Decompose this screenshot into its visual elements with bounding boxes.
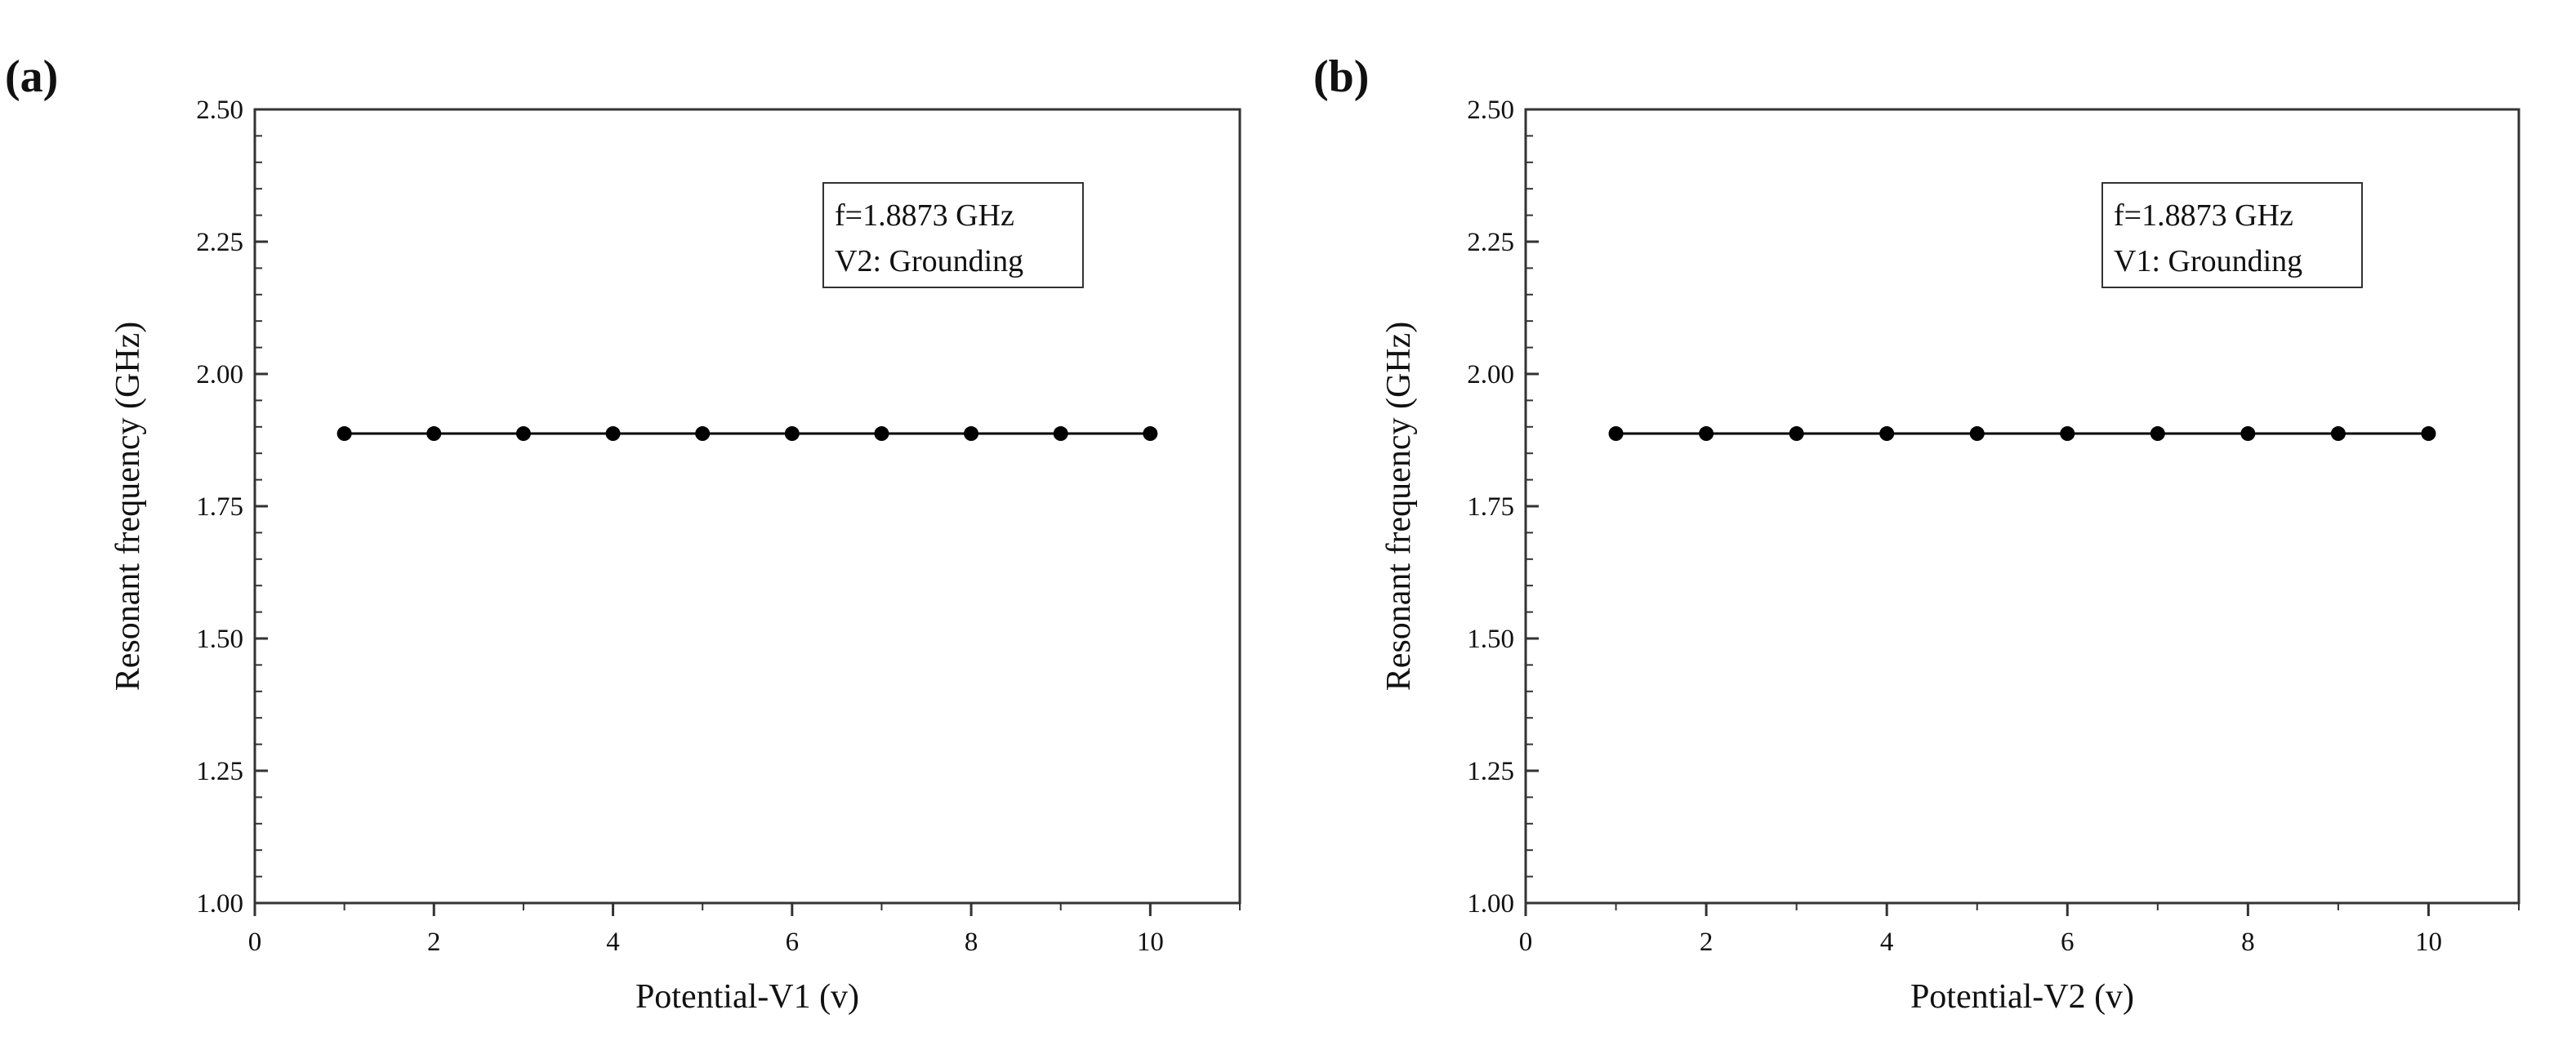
y-tick-label: 1.25 xyxy=(196,757,243,786)
data-point xyxy=(964,426,979,442)
chart-panel-1: (a) 1.00 1.25 1.50 1.75 2.00 2.25 2.50 0 2 4 6 8 10 Po… xyxy=(5,51,1241,1016)
y-tick-label: 1.75 xyxy=(196,492,243,522)
legend-text: f=1.8873 GHz xyxy=(835,198,1014,233)
data-point xyxy=(2421,426,2436,442)
y-tick-label: 1.75 xyxy=(1467,492,1514,522)
data-point xyxy=(2060,426,2075,442)
y-axis-title: Resonant frequency (GHz) xyxy=(109,322,147,691)
x-tick-label: 0 xyxy=(1519,928,1533,957)
plot-frame xyxy=(1524,108,2520,905)
y-tick-label: 1.00 xyxy=(1467,889,1514,919)
legend-text: V1: Grounding xyxy=(2114,244,2302,278)
chart-panel-2: (b) 1.00 1.25 1.50 1.75 2.00 2.25 2.50 0 2 4 6 8 10 Po… xyxy=(1313,51,2520,1016)
y-tick-label: 1.00 xyxy=(196,889,243,919)
y-tick-label: 2.00 xyxy=(1467,360,1514,389)
data-point xyxy=(426,426,442,442)
data-point xyxy=(695,426,711,442)
data-point xyxy=(515,426,531,442)
legend-box xyxy=(2101,182,2363,288)
panel-label: (b) xyxy=(1313,51,1369,102)
x-tick-label: 8 xyxy=(2241,928,2255,957)
x-tick-label: 2 xyxy=(1700,928,1714,957)
x-tick-label: 6 xyxy=(2061,928,2075,957)
data-point xyxy=(1699,426,1714,442)
x-tick-label: 8 xyxy=(965,928,978,957)
x-tick-label: 10 xyxy=(1137,928,1164,957)
x-tick-label: 0 xyxy=(248,928,262,957)
data-point xyxy=(1969,426,1985,442)
data-point xyxy=(605,426,621,442)
data-point xyxy=(1143,426,1158,442)
legend-text: f=1.8873 GHz xyxy=(2114,198,2293,233)
x-tick-label: 10 xyxy=(2415,928,2442,957)
data-point xyxy=(1789,426,1804,442)
data-point xyxy=(1879,426,1895,442)
x-axis-title: Potential-V2 (v) xyxy=(1910,978,2134,1016)
x-tick-label: 6 xyxy=(786,928,800,957)
y-tick-label: 2.25 xyxy=(196,228,243,257)
y-tick-label: 1.25 xyxy=(1467,757,1514,786)
x-tick-label: 4 xyxy=(1880,928,1894,957)
plot-frame xyxy=(253,108,1241,905)
data-point xyxy=(784,426,800,442)
data-point xyxy=(2330,426,2346,442)
y-axis-title: Resonant frequency (GHz) xyxy=(1380,322,1418,691)
panel-label: (a) xyxy=(5,51,58,102)
data-point xyxy=(2150,426,2165,442)
y-tick-label: 2.00 xyxy=(196,360,243,389)
y-tick-label: 2.50 xyxy=(196,96,243,125)
data-point xyxy=(1053,426,1068,442)
x-tick-label: 4 xyxy=(606,928,620,957)
x-axis-title: Potential-V1 (v) xyxy=(635,978,859,1016)
y-tick-label: 1.50 xyxy=(1467,625,1514,654)
legend-text: V2: Grounding xyxy=(835,244,1023,278)
legend-box xyxy=(822,182,1084,288)
x-tick-label: 2 xyxy=(427,928,441,957)
y-tick-label: 1.50 xyxy=(196,625,243,654)
data-point xyxy=(2240,426,2256,442)
y-tick-label: 2.25 xyxy=(1467,228,1514,257)
data-point xyxy=(874,426,889,442)
y-tick-label: 2.50 xyxy=(1467,96,1514,125)
data-point xyxy=(1608,426,1624,442)
data-point xyxy=(336,426,352,442)
